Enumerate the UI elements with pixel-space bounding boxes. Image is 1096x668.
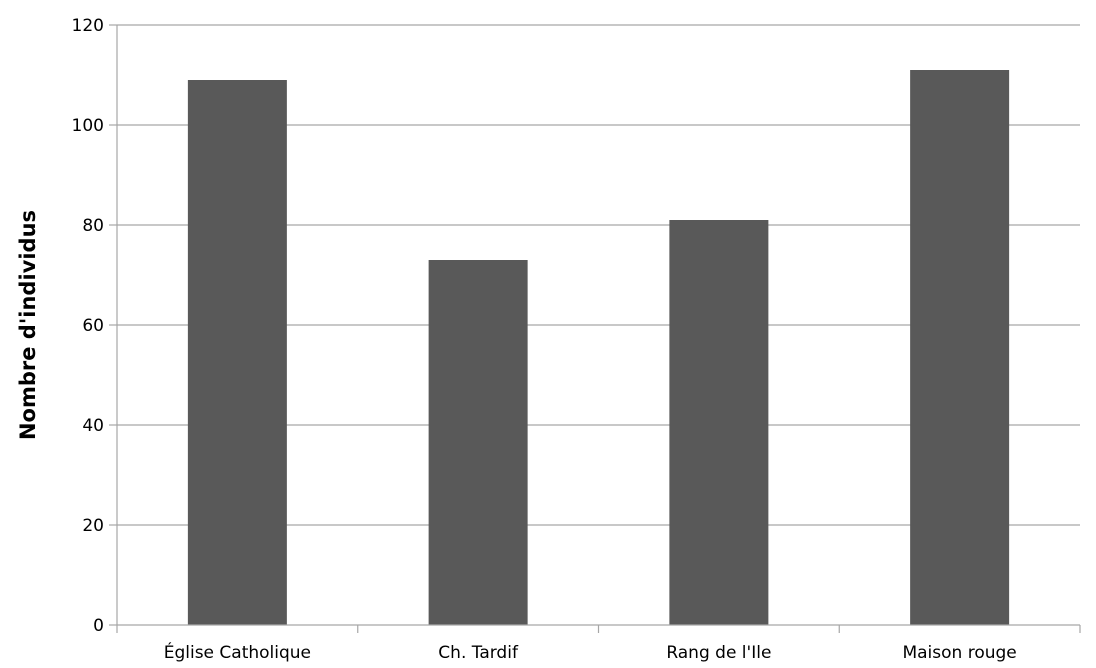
- y-tick-labels: 0 20 40 60 80 100 120: [72, 16, 104, 636]
- axes: [109, 24, 1081, 633]
- x-tick-label: Rang de l'Ile: [666, 643, 771, 663]
- y-tick-label: 0: [93, 616, 104, 636]
- bar: [910, 70, 1010, 625]
- y-tick-label: 20: [82, 516, 104, 536]
- y-tick-label: 60: [82, 316, 104, 336]
- bar: [428, 260, 528, 625]
- y-tick-label: 40: [82, 416, 104, 436]
- x-tick-label: Église Catholique: [164, 641, 311, 663]
- bar: [187, 80, 287, 625]
- x-tick-label: Maison rouge: [902, 643, 1016, 663]
- y-axis-title: Nombre d'individus: [16, 210, 40, 440]
- x-tick-labels: Église Catholique Ch. Tardif Rang de l'Ile…: [164, 641, 1017, 663]
- bar: [669, 220, 769, 625]
- y-tick-label: 80: [82, 216, 104, 236]
- y-tick-label: 100: [72, 116, 104, 136]
- x-tick-label: Ch. Tardif: [438, 643, 519, 663]
- bars: [187, 70, 1010, 625]
- y-tick-label: 120: [72, 16, 104, 36]
